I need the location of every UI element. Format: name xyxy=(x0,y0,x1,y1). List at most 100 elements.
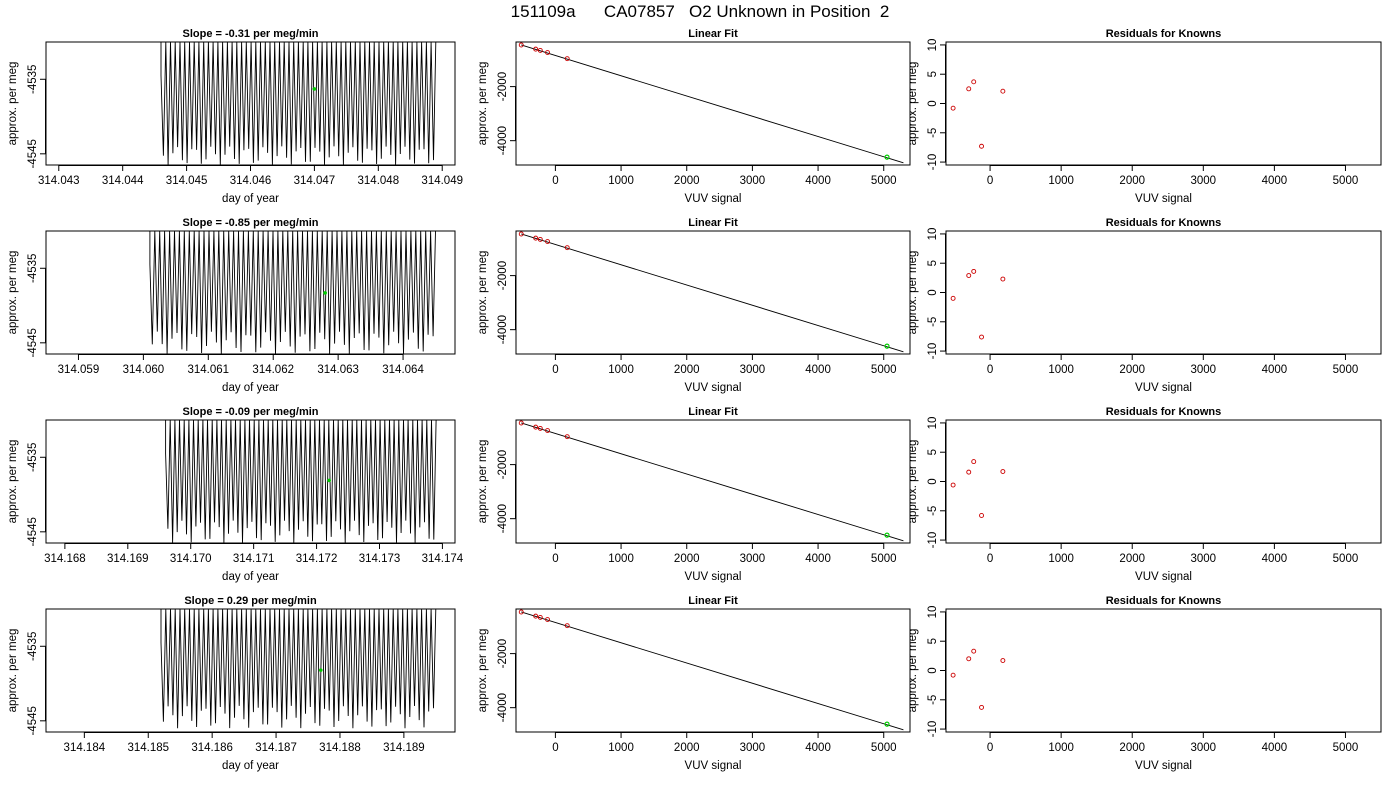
known-standard-point xyxy=(518,420,524,426)
y-tick-label: 10 xyxy=(927,39,939,52)
x-tick-label: 3000 xyxy=(740,364,766,376)
y-tick-label: 10 xyxy=(927,606,939,619)
known-standard-point xyxy=(537,236,543,242)
x-tick-label: 314.064 xyxy=(382,364,424,376)
residual-point xyxy=(1000,469,1006,474)
y-tick-label: -5 xyxy=(927,695,939,705)
plot-title: Slope = 0.29 per meg/min xyxy=(184,595,317,607)
x-tick-label: 0 xyxy=(552,175,558,187)
x-tick-label: 4000 xyxy=(1262,364,1288,376)
y-tick-label: 10 xyxy=(927,228,939,241)
x-axis: 0 1000 2000 3000 4000 5000 xyxy=(552,543,897,565)
y-axis-label: approx. per meg xyxy=(907,629,919,713)
x-tick-label: 4000 xyxy=(805,742,831,754)
plot-title: Linear Fit xyxy=(688,406,738,418)
known-standard-point xyxy=(518,231,524,237)
y-axis-label: approx. per meg xyxy=(477,251,489,335)
x-tick-label: 314.184 xyxy=(64,742,106,754)
x-tick-label: 5000 xyxy=(1333,553,1359,565)
residual-point xyxy=(950,295,956,301)
x-tick-label: 314.059 xyxy=(58,364,100,376)
fit-line xyxy=(521,422,904,542)
x-tick-label: 5000 xyxy=(1333,364,1359,376)
x-tick-label: 5000 xyxy=(871,175,897,187)
x-axis: 0 1000 2000 3000 4000 5000 xyxy=(987,732,1358,754)
y-axis-label: approx. per meg xyxy=(477,629,489,713)
x-tick-label: 5000 xyxy=(1333,175,1359,187)
y-axis-label: approx. per meg xyxy=(907,251,919,335)
x-tick-label: 314.049 xyxy=(421,175,463,187)
residual-point xyxy=(950,672,956,678)
y-tick-label: -5 xyxy=(927,128,939,138)
x-tick-label: 0 xyxy=(552,364,558,376)
plot-data xyxy=(518,420,904,542)
x-tick-label: 4000 xyxy=(1262,175,1288,187)
plot-data xyxy=(160,42,437,165)
y-axis: -2000 -4000 xyxy=(497,450,516,533)
residual-point xyxy=(950,105,956,111)
x-tick-label: 4000 xyxy=(805,175,831,187)
known-standard-point xyxy=(564,245,570,251)
time-series-trace xyxy=(165,420,437,543)
x-tick-label: 3000 xyxy=(1191,742,1217,754)
x-tick-label: 314.047 xyxy=(294,175,336,187)
known-standard-point xyxy=(518,609,524,615)
fit-line xyxy=(521,611,904,731)
y-axis-label: approx. per meg xyxy=(907,62,919,146)
y-axis: 10 5 0 -5 -10 xyxy=(927,228,946,359)
x-axis-label: day of year xyxy=(222,193,279,205)
x-tick-label: 314.169 xyxy=(107,553,149,565)
x-tick-label: 0 xyxy=(552,742,558,754)
known-standard-point xyxy=(564,56,570,62)
x-tick-label: 314.048 xyxy=(358,175,400,187)
y-axis-label: approx. per meg xyxy=(7,440,19,524)
x-tick-label: 0 xyxy=(987,553,993,565)
known-standard-point xyxy=(533,424,539,430)
x-tick-label: 5000 xyxy=(871,553,897,565)
x-tick-label: 3000 xyxy=(1191,364,1217,376)
x-tick-label: 4000 xyxy=(1262,553,1288,565)
y-tick-label: -4000 xyxy=(497,504,509,533)
known-standard-point xyxy=(533,235,539,241)
plot-frame xyxy=(945,230,1382,355)
plot-data xyxy=(518,231,904,353)
plot-title: Residuals for Knowns xyxy=(1106,217,1222,229)
x-tick-label: 1000 xyxy=(1048,175,1074,187)
plot-data xyxy=(950,648,1006,710)
y-tick-label: -4000 xyxy=(497,126,509,155)
y-tick-label: -2000 xyxy=(497,639,509,668)
unknown-sample-point xyxy=(312,87,317,91)
plot-title: Residuals for Knowns xyxy=(1106,595,1222,607)
x-axis-label: VUV signal xyxy=(1135,193,1192,205)
linear-fit-panel-2: Linear Fit 0 1000 2000 3000 4000 5000 VUV signa… xyxy=(477,217,911,394)
linear-fit-panel-3: Linear Fit 0 1000 2000 3000 4000 5000 VUV signa… xyxy=(477,406,911,583)
x-tick-label: 314.187 xyxy=(255,742,297,754)
x-axis: 314.043 314.044 314.045 314.046 314.047 314.0… xyxy=(38,165,463,187)
x-tick-label: 0 xyxy=(987,364,993,376)
residual-point xyxy=(971,459,977,465)
fit-line xyxy=(521,44,904,164)
y-tick-label: -4000 xyxy=(497,315,509,344)
y-axis: -2000 -4000 xyxy=(497,261,516,344)
y-tick-label: -4535 xyxy=(27,254,39,283)
x-tick-label: 314.185 xyxy=(127,742,169,754)
x-tick-label: 1000 xyxy=(608,175,634,187)
y-tick-label: -2000 xyxy=(497,261,509,290)
y-tick-label: -4545 xyxy=(27,517,39,546)
known-standard-point xyxy=(537,425,543,431)
known-standard-point xyxy=(518,42,524,48)
known-standard-point xyxy=(545,239,550,244)
y-tick-label: 5 xyxy=(927,71,939,77)
plot-data xyxy=(950,459,1006,518)
unknown-sample-point xyxy=(884,154,890,160)
residual-point xyxy=(971,79,977,85)
y-axis: -4535 -4545 xyxy=(27,632,46,736)
x-tick-label: 3000 xyxy=(740,553,766,565)
plot-title: Slope = -0.31 per meg/min xyxy=(182,28,318,40)
y-axis: 10 5 0 -5 -10 xyxy=(927,417,946,548)
x-tick-label: 0 xyxy=(987,742,993,754)
y-tick-label: 5 xyxy=(927,449,939,455)
residual-point xyxy=(966,469,972,475)
